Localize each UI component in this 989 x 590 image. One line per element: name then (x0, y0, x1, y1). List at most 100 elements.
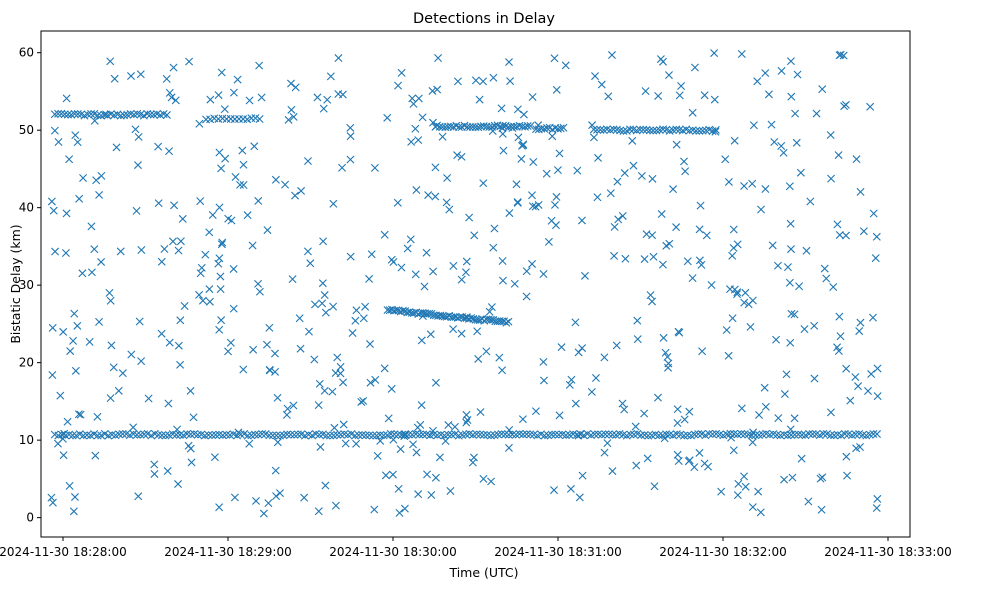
detection-point (596, 125, 605, 134)
detection-point (283, 430, 292, 439)
detection-point (319, 104, 328, 113)
detection-point (208, 211, 217, 220)
detection-point (839, 51, 848, 60)
detection-point (754, 487, 763, 496)
detection-point (411, 270, 420, 279)
detection-point (619, 127, 628, 136)
detection-point (368, 431, 377, 440)
detection-point (701, 126, 710, 135)
detection-point (793, 70, 802, 79)
detection-point (393, 198, 402, 207)
detection-point (431, 122, 440, 131)
detection-point (376, 436, 385, 445)
detection-point (265, 431, 274, 440)
detection-point (214, 91, 223, 100)
detection-point (819, 429, 828, 438)
detection-point (404, 430, 413, 439)
detection-point (348, 329, 357, 338)
detection-point (303, 157, 312, 166)
detection-point (737, 49, 746, 58)
detection-point (773, 261, 782, 270)
detection-point (867, 370, 876, 379)
detection-point (616, 126, 625, 135)
detection-point (526, 430, 535, 439)
detection-point (69, 336, 78, 345)
detection-point (698, 126, 707, 135)
detection-point (612, 341, 621, 350)
detection-point (446, 487, 455, 495)
detection-point (162, 74, 171, 83)
detection-point (336, 362, 345, 371)
detection-point (56, 391, 65, 400)
detection-point (133, 161, 142, 170)
detection-point (397, 263, 406, 272)
detection-point (514, 133, 523, 142)
detection-point (836, 332, 845, 341)
detection-point (63, 417, 72, 426)
detection-point (479, 430, 488, 439)
detection-point (702, 231, 711, 240)
detection-point (786, 219, 795, 228)
detection-point (334, 54, 343, 63)
detection-point (431, 473, 440, 482)
detection-point (367, 250, 376, 259)
detection-point (593, 193, 602, 202)
detection-point (168, 237, 177, 246)
detection-point (252, 496, 260, 505)
detection-point (65, 481, 74, 490)
detection-point (800, 325, 809, 334)
detection-point (243, 211, 252, 220)
detection-point (163, 467, 172, 476)
detection-point (873, 430, 881, 439)
detection-point (482, 347, 491, 356)
detection-point (740, 182, 749, 190)
detection-point (319, 237, 328, 246)
detection-point (790, 414, 799, 423)
detection-point (603, 439, 612, 448)
detection-point (418, 430, 427, 439)
detection-point (74, 410, 83, 419)
detection-point (427, 491, 436, 500)
detection-point (606, 189, 615, 198)
detection-point (657, 210, 666, 219)
detection-point (445, 311, 454, 320)
data-points (47, 49, 882, 518)
detection-point (561, 61, 570, 70)
detection-point (384, 414, 393, 423)
detection-point (426, 330, 435, 339)
detection-point (370, 163, 379, 172)
detection-point (871, 254, 880, 263)
y-tick-label: 0 (26, 511, 34, 525)
detection-point (734, 479, 743, 488)
detection-point (818, 85, 827, 94)
detection-point (497, 429, 506, 438)
detection-point (224, 347, 233, 356)
detection-point (333, 353, 342, 362)
detection-point (400, 432, 409, 441)
detection-point (768, 241, 777, 250)
detection-point (810, 321, 819, 330)
detection-point (217, 316, 226, 325)
detection-point (70, 493, 79, 502)
detection-point (444, 421, 453, 430)
detection-point (323, 95, 332, 104)
detection-point (388, 470, 397, 479)
detection-point (833, 343, 842, 352)
detection-point (338, 163, 347, 172)
detection-point (165, 88, 174, 97)
detection-point (835, 230, 844, 239)
detection-point (245, 439, 254, 448)
detection-point (73, 110, 82, 119)
detection-point (652, 126, 661, 135)
detection-point (249, 345, 258, 354)
detection-point (664, 71, 673, 80)
x-axis-label: Time (UTC) (448, 565, 518, 580)
detection-point (574, 431, 583, 440)
detection-point (205, 285, 214, 294)
detection-point (787, 309, 796, 318)
detection-point (761, 185, 770, 194)
detection-point (93, 431, 102, 440)
detection-point (196, 197, 205, 206)
detection-point (205, 297, 214, 306)
detection-point (792, 138, 801, 147)
